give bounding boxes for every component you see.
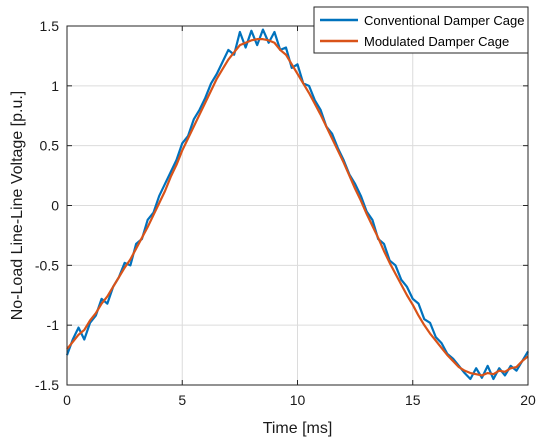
y-tick-label: 1 — [51, 78, 59, 94]
x-tick-label: 20 — [520, 392, 536, 408]
series-line-modulated — [66, 38, 529, 377]
y-tick-label: 1.5 — [40, 18, 60, 34]
series-layer — [65, 28, 529, 381]
x-tick-label: 0 — [63, 392, 71, 408]
y-tick-label: -0.5 — [35, 257, 59, 273]
x-tick-label: 5 — [178, 392, 186, 408]
y-tick-label: 0.5 — [40, 138, 60, 154]
y-tick-label: -1.5 — [35, 377, 59, 393]
grid-lines — [66, 25, 529, 386]
x-tick-label: 15 — [405, 392, 421, 408]
x-axis-label: Time [ms] — [263, 420, 333, 437]
axis-ticks: 0 5 10 15 20 1.5 1 0.5 0 -0.5 -1 -1.5 — [35, 18, 536, 408]
legend: Conventional Damper Cage Modulated Dampe… — [313, 6, 529, 54]
y-axis-label: No-Load Line-Line Voltage [p.u.] — [9, 91, 26, 321]
legend-box — [313, 6, 529, 54]
y-tick-label: 0 — [51, 198, 59, 214]
x-tick-label: 10 — [290, 392, 306, 408]
legend-label-modulated: Modulated Damper Cage — [364, 34, 509, 49]
legend-label-conventional: Conventional Damper Cage — [364, 13, 524, 28]
y-tick-label: -1 — [47, 317, 60, 333]
